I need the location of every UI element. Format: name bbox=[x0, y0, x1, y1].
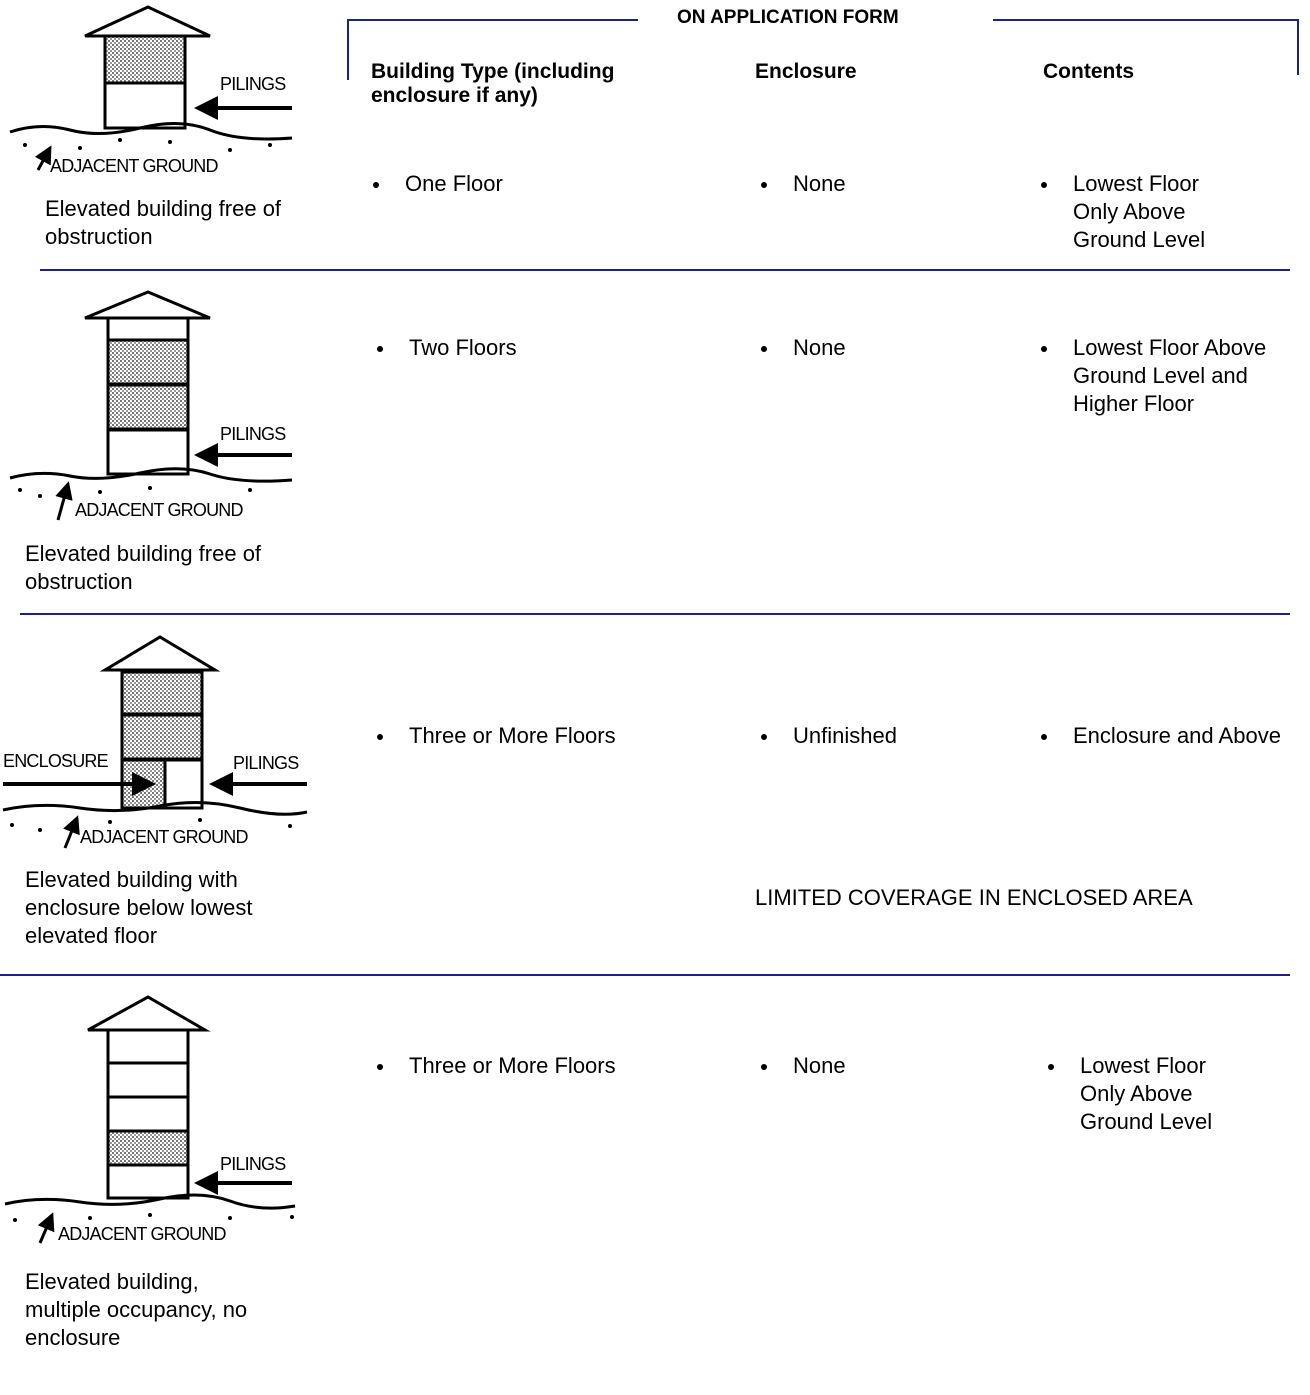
figure-label: ADJACENT GROUND bbox=[58, 1224, 226, 1244]
building-4 bbox=[4, 995, 296, 1244]
figure-caption: Elevated building, multiple occupancy, n… bbox=[25, 1269, 248, 1350]
column-header: Contents bbox=[1043, 60, 1134, 83]
pilings-area bbox=[106, 1163, 190, 1200]
building-type: One Floor bbox=[373, 171, 503, 196]
contents: Lowest Floor Above Ground Level and High… bbox=[1041, 335, 1267, 416]
ground bbox=[4, 1193, 296, 1210]
figure-label: PILINGS bbox=[220, 424, 286, 444]
building-type: Three or More Floors bbox=[377, 723, 616, 748]
contents: Enclosure and Above bbox=[1041, 723, 1281, 748]
building-1 bbox=[9, 5, 293, 171]
contents: Lowest Floor Only Above Ground Level bbox=[1041, 170, 1233, 254]
floor bbox=[106, 383, 190, 431]
figure-caption: Elevated building free of obstruction bbox=[45, 196, 282, 249]
floor bbox=[120, 713, 204, 761]
enclosure: None bbox=[761, 171, 846, 196]
building-3 bbox=[2, 635, 308, 849]
soil-dots bbox=[23, 138, 272, 152]
figure-label: ADJACENT GROUND bbox=[75, 500, 243, 520]
floor bbox=[106, 1129, 190, 1167]
pilings-area bbox=[163, 758, 204, 810]
ground bbox=[9, 467, 293, 483]
ground-arrow bbox=[55, 481, 73, 521]
figure-label: ENCLOSURE bbox=[3, 751, 109, 771]
contents: Lowest Floor Only Above Ground Level bbox=[1048, 1052, 1240, 1136]
ground-arrow bbox=[63, 815, 80, 849]
ground bbox=[2, 800, 308, 816]
figure-caption: Elevated building with enclosure below l… bbox=[25, 867, 253, 948]
floor bbox=[120, 670, 204, 716]
header-title: ON APPLICATION FORM bbox=[677, 7, 899, 28]
floor bbox=[103, 34, 187, 85]
figure-label: PILINGS bbox=[220, 74, 286, 94]
pilings-area bbox=[103, 81, 187, 130]
building-type: Two Floors bbox=[377, 335, 517, 360]
ground-arrow bbox=[34, 145, 52, 171]
building-2 bbox=[9, 290, 293, 521]
soil-dots bbox=[18, 486, 252, 498]
figure-label: ADJACENT GROUND bbox=[50, 156, 218, 176]
ground-arrow bbox=[37, 1212, 55, 1244]
enclosure: Unfinished bbox=[761, 723, 897, 748]
ground bbox=[9, 121, 293, 141]
floor bbox=[106, 1028, 190, 1065]
soil-dots bbox=[13, 1213, 294, 1222]
figure-label: ADJACENT GROUND bbox=[80, 827, 248, 847]
floor bbox=[106, 1095, 190, 1133]
header-bracket-right bbox=[993, 19, 1299, 75]
floor bbox=[106, 338, 190, 386]
roof bbox=[84, 290, 211, 320]
figure-caption: Elevated building free of obstruction bbox=[25, 541, 262, 594]
building-type: Three or More Floors bbox=[377, 1053, 616, 1078]
header-bracket-left bbox=[347, 19, 638, 80]
column-header: Building Type (including enclosure if an… bbox=[371, 60, 615, 107]
roof bbox=[84, 5, 211, 38]
soil-dots bbox=[10, 818, 292, 832]
roof bbox=[87, 995, 211, 1032]
figure-label: PILINGS bbox=[220, 1154, 286, 1174]
frame-lines bbox=[0, 19, 1299, 976]
enclosure: None bbox=[761, 335, 846, 360]
column-header: Enclosure bbox=[755, 60, 857, 83]
figure-label: PILINGS bbox=[233, 753, 299, 773]
floor bbox=[106, 1061, 190, 1099]
enclosure: None bbox=[761, 1053, 846, 1078]
roof bbox=[99, 635, 221, 672]
pilings-area bbox=[106, 428, 190, 476]
coverage-note: LIMITED COVERAGE IN ENCLOSED AREA bbox=[755, 885, 1193, 910]
